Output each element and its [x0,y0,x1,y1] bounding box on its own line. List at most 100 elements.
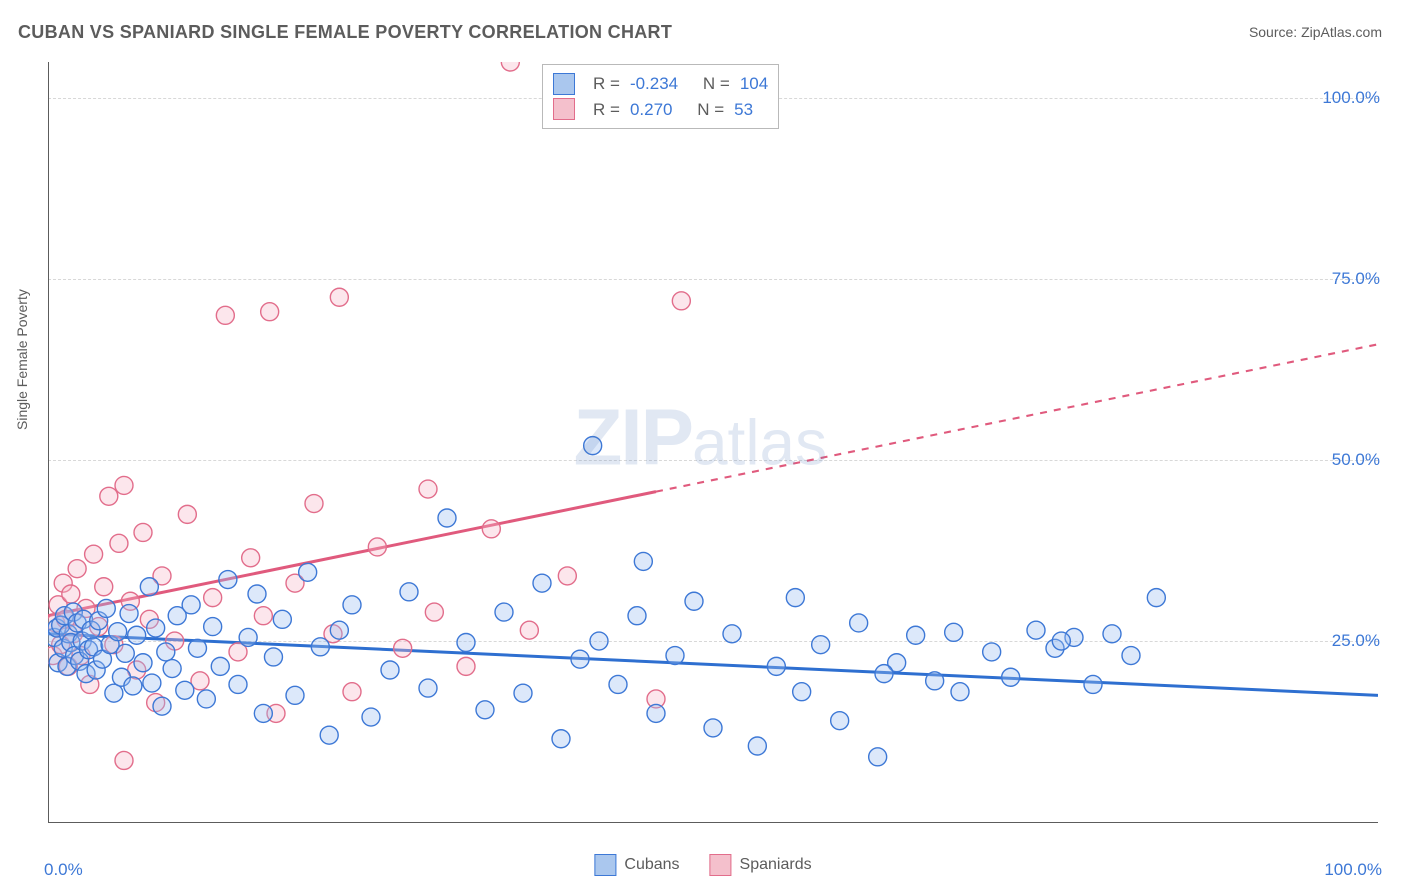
point-spaniards [85,545,103,563]
point-spaniards [216,306,234,324]
scatter-svg [48,62,1378,822]
point-cubans [831,712,849,730]
point-spaniards [100,487,118,505]
stats-swatch-cubans [553,73,575,95]
point-cubans [239,628,257,646]
point-cubans [1052,632,1070,650]
point-cubans [723,625,741,643]
point-cubans [767,657,785,675]
y-axis-label: Single Female Poverty [14,289,30,430]
source-name: ZipAtlas.com [1301,24,1382,40]
point-cubans [311,638,329,656]
point-spaniards [482,520,500,538]
point-cubans [907,626,925,644]
point-cubans [590,632,608,650]
point-cubans [116,644,134,662]
point-cubans [176,681,194,699]
stats-r-label-2: R = [593,97,620,123]
point-spaniards [343,683,361,701]
stats-n-label: N = [703,71,730,97]
legend-item-spaniards: Spaniards [710,854,812,876]
swatch-spaniards [710,854,732,876]
point-spaniards [204,589,222,607]
point-cubans [438,509,456,527]
point-cubans [109,623,127,641]
point-cubans [983,643,1001,661]
point-cubans [869,748,887,766]
swatch-cubans [594,854,616,876]
point-cubans [264,648,282,666]
point-cubans [229,675,247,693]
point-cubans [134,654,152,672]
point-spaniards [115,751,133,769]
point-cubans [704,719,722,737]
point-spaniards [115,476,133,494]
point-cubans [120,605,138,623]
point-cubans [514,684,532,702]
point-cubans [1147,589,1165,607]
stats-row-cubans: R = -0.234 N = 104 [553,71,768,97]
stats-r-cubans: -0.234 [630,71,678,97]
point-spaniards [110,534,128,552]
point-spaniards [425,603,443,621]
point-spaniards [261,303,279,321]
point-cubans [1122,647,1140,665]
bottom-legend: Cubans Spaniards [594,854,811,876]
point-spaniards [520,621,538,639]
point-cubans [211,657,229,675]
point-cubans [476,701,494,719]
x-axis-line [48,822,1378,823]
point-cubans [685,592,703,610]
legend-label-spaniards: Spaniards [740,856,812,873]
stats-swatch-spaniards [553,98,575,120]
point-cubans [204,618,222,636]
point-cubans [571,650,589,668]
regression-line-dashed-spaniards [656,344,1378,491]
point-cubans [609,675,627,693]
point-cubans [951,683,969,701]
point-cubans [1002,668,1020,686]
stats-r-label: R = [593,71,620,97]
point-cubans [143,674,161,692]
point-cubans [157,643,175,661]
point-spaniards [254,607,272,625]
point-cubans [666,647,684,665]
point-spaniards [68,560,86,578]
point-cubans [147,619,165,637]
stats-n-cubans: 104 [740,71,768,97]
point-cubans [320,726,338,744]
point-cubans [533,574,551,592]
point-cubans [793,683,811,701]
x-tick-right: 100.0% [1324,860,1382,880]
point-cubans [584,437,602,455]
point-cubans [105,684,123,702]
point-spaniards [672,292,690,310]
point-cubans [1027,621,1045,639]
point-cubans [128,626,146,644]
point-cubans [219,571,237,589]
point-cubans [188,639,206,657]
legend-item-cubans: Cubans [594,854,679,876]
point-spaniards [305,495,323,513]
stats-legend: R = -0.234 N = 104 R = 0.270 N = 53 [542,64,779,129]
point-cubans [248,585,266,603]
point-cubans [419,679,437,697]
plot-area: ZIPatlas [48,62,1378,822]
point-cubans [254,704,272,722]
point-cubans [628,607,646,625]
point-spaniards [178,505,196,523]
point-cubans [786,589,804,607]
point-cubans [299,563,317,581]
point-spaniards [457,657,475,675]
source-credit: Source: ZipAtlas.com [1249,24,1382,40]
source-prefix: Source: [1249,24,1301,40]
chart-title: CUBAN VS SPANIARD SINGLE FEMALE POVERTY … [18,22,672,43]
point-spaniards [501,62,519,71]
point-spaniards [330,288,348,306]
point-spaniards [134,523,152,541]
point-spaniards [394,639,412,657]
point-spaniards [368,538,386,556]
point-cubans [926,672,944,690]
point-cubans [124,677,142,695]
x-tick-left: 0.0% [44,860,83,880]
